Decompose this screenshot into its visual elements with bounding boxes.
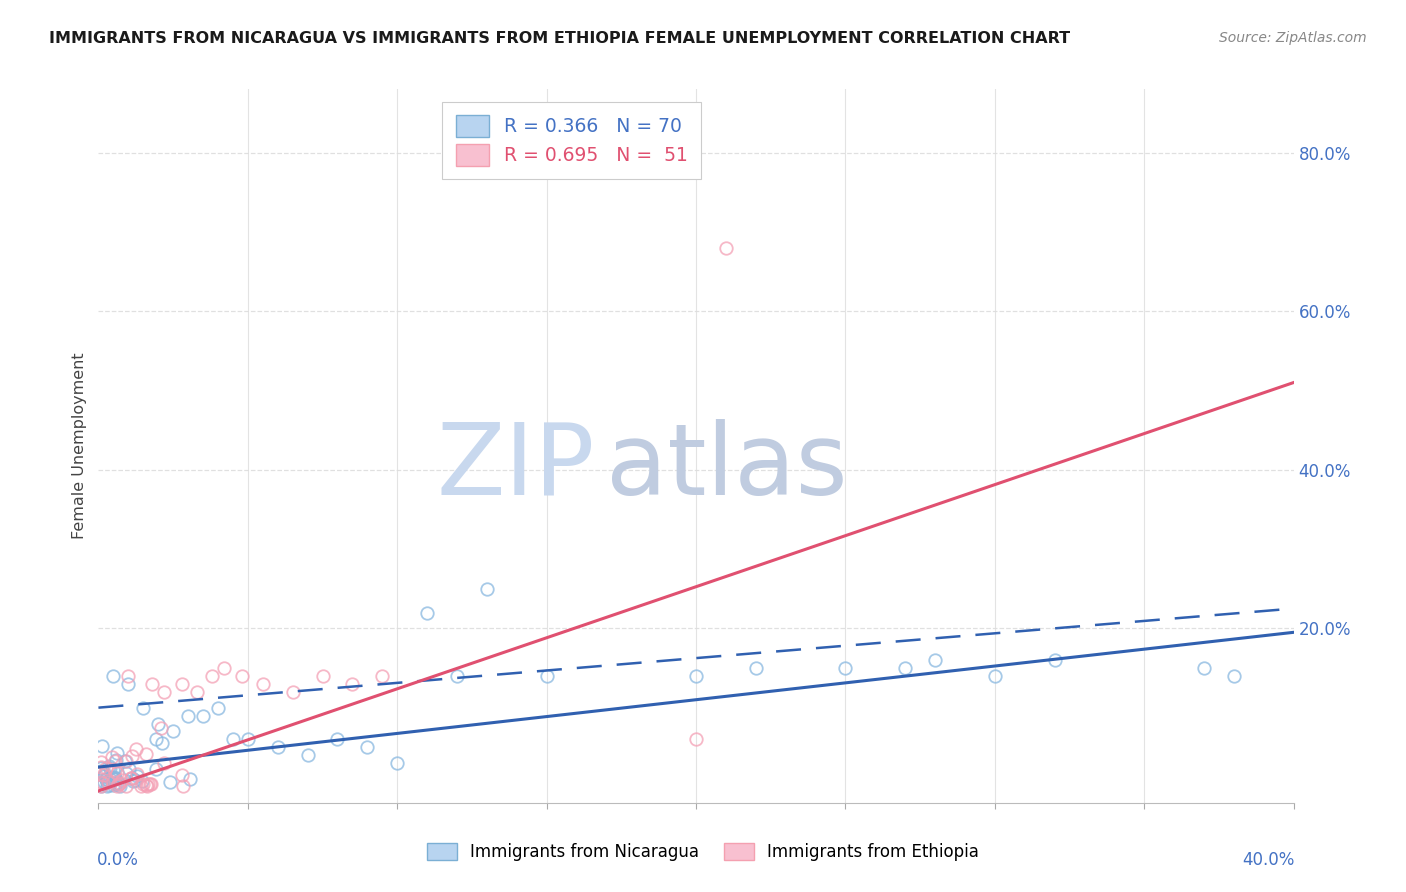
Text: Source: ZipAtlas.com: Source: ZipAtlas.com	[1219, 31, 1367, 45]
Text: 0.0%: 0.0%	[97, 851, 139, 870]
Text: ZIP: ZIP	[436, 419, 595, 516]
Legend: R = 0.366   N = 70, R = 0.695   N =  51: R = 0.366 N = 70, R = 0.695 N = 51	[443, 103, 702, 179]
Text: 40.0%: 40.0%	[1243, 851, 1295, 870]
Text: atlas: atlas	[606, 419, 848, 516]
Text: IMMIGRANTS FROM NICARAGUA VS IMMIGRANTS FROM ETHIOPIA FEMALE UNEMPLOYMENT CORREL: IMMIGRANTS FROM NICARAGUA VS IMMIGRANTS …	[49, 31, 1070, 46]
Legend: Immigrants from Nicaragua, Immigrants from Ethiopia: Immigrants from Nicaragua, Immigrants fr…	[420, 836, 986, 868]
Y-axis label: Female Unemployment: Female Unemployment	[72, 352, 87, 540]
